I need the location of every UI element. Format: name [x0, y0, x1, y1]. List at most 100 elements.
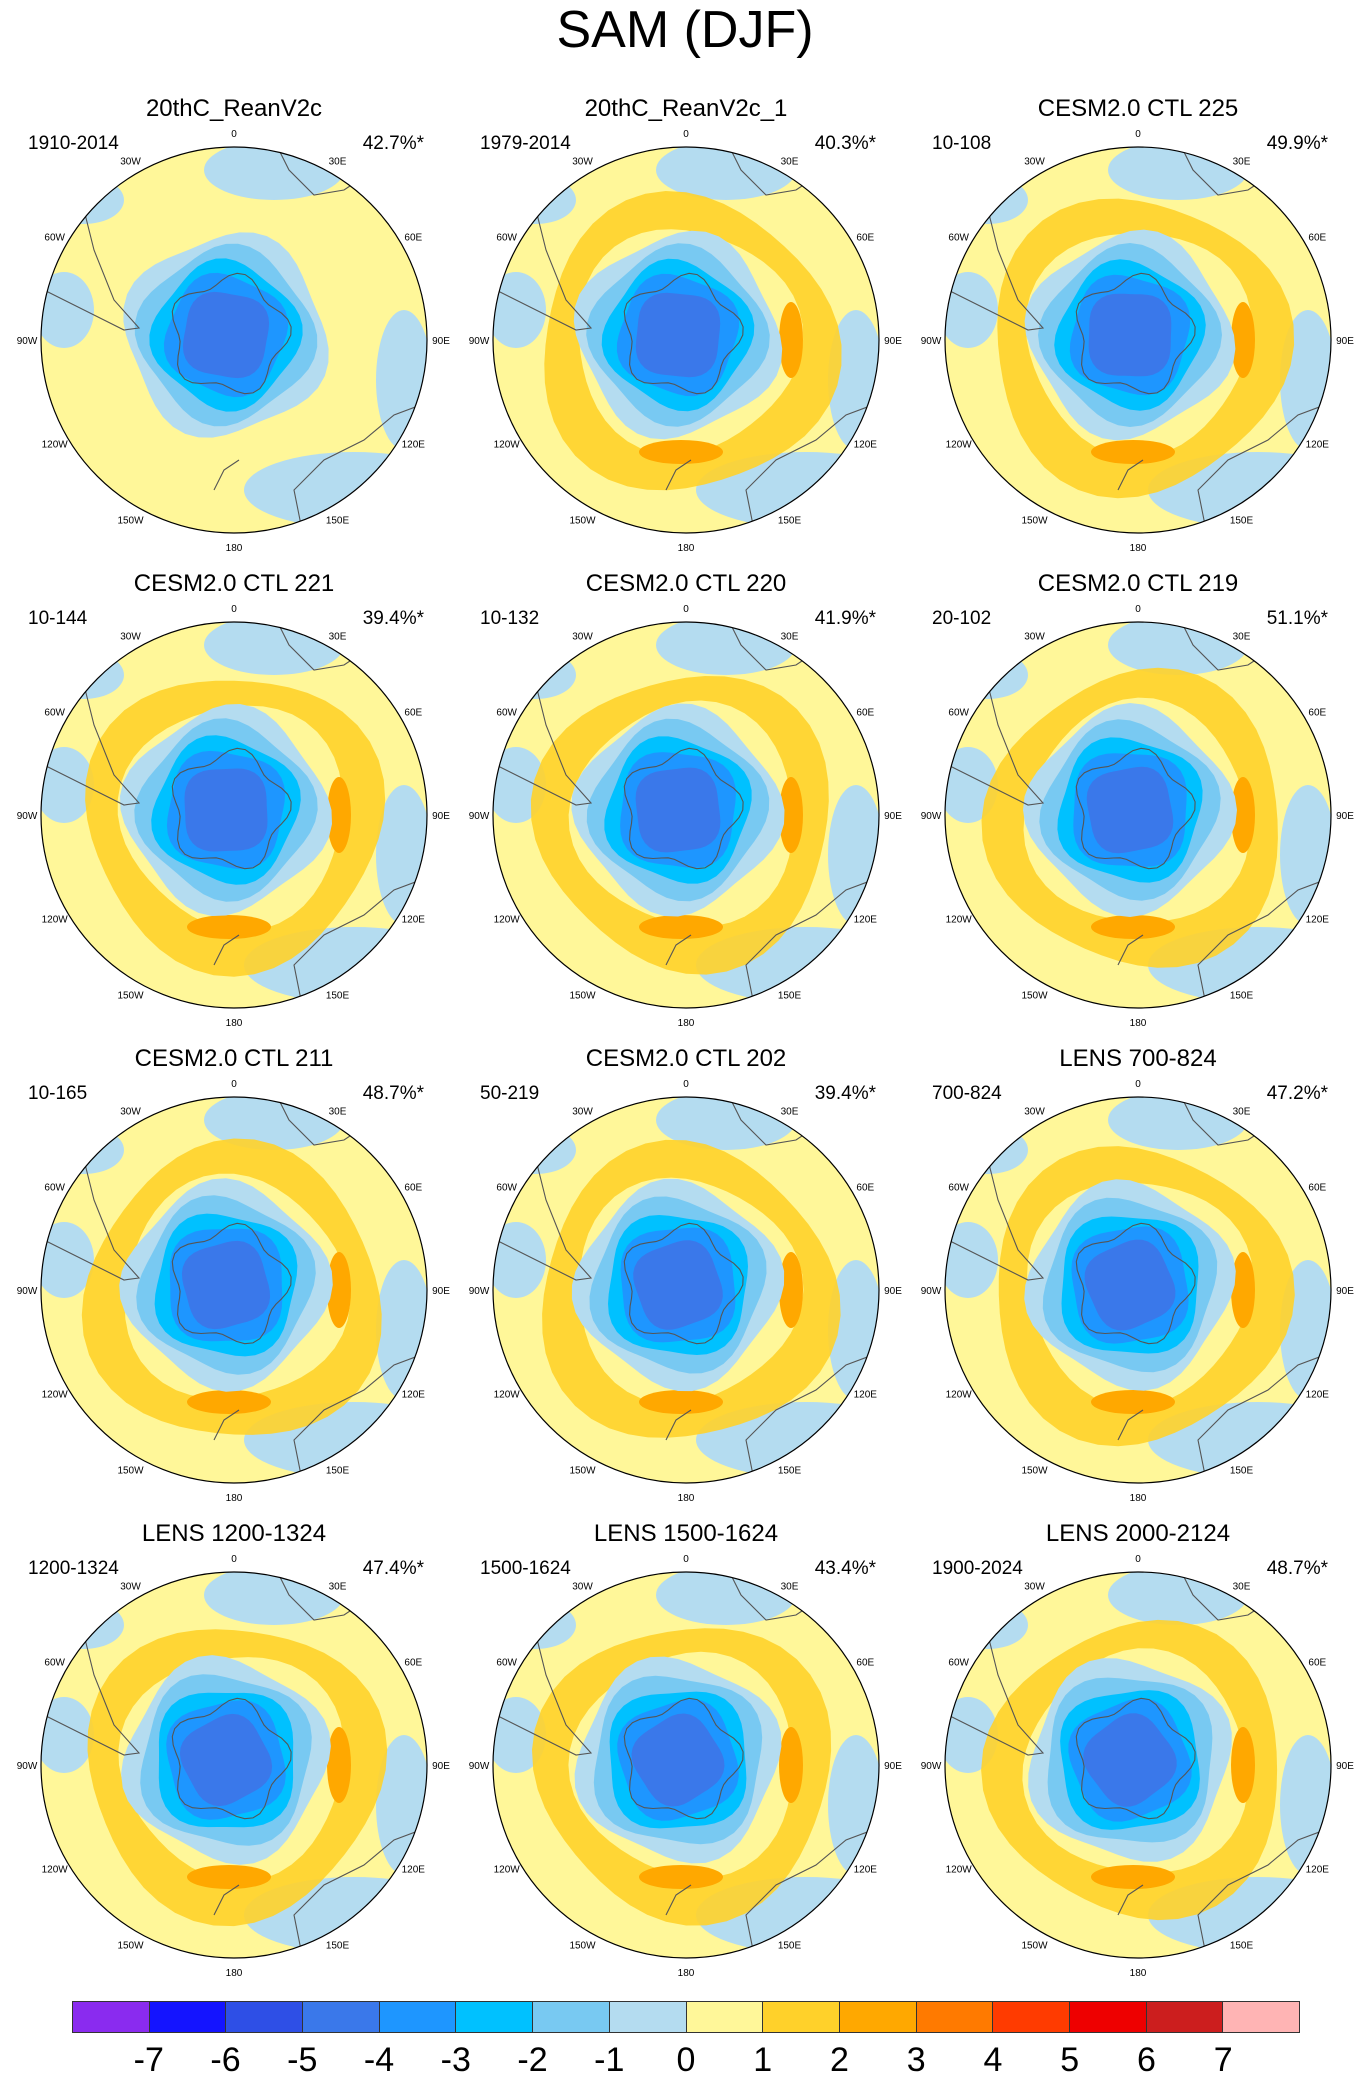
map-border	[40, 621, 428, 1009]
positive-anomaly-max	[1091, 440, 1175, 464]
panel-percent: 47.2%*	[1266, 1083, 1328, 1104]
colorbar-box	[839, 2002, 917, 2032]
negative-anomaly-patch	[945, 747, 998, 823]
new-zealand-coastline	[213, 934, 240, 966]
panel-title: CESM2.0 CTL 202	[585, 1045, 787, 1072]
panel-period: 1900-2024	[932, 1558, 1023, 1579]
panel-period: 700-824	[932, 1083, 1002, 1104]
longitude-label: 30W	[120, 1107, 141, 1118]
longitude-label: 60W	[948, 708, 969, 719]
positive-anomaly-max	[327, 777, 351, 853]
negative-anomaly-patch	[41, 1222, 94, 1298]
panel-period: 1979-2014	[480, 133, 571, 154]
negative-anomaly-patch	[496, 176, 576, 224]
new-zealand-coastline	[665, 1884, 692, 1916]
negative-anomaly-patch	[1280, 1735, 1331, 1875]
colorbar-box	[303, 2002, 380, 2032]
longitude-label: 150W	[569, 990, 596, 1001]
longitude-label: 30E	[1233, 632, 1251, 643]
australia-coastline	[1197, 874, 1331, 1008]
polar-map: 0 30E 60E 90E 120E 150E 180 150W 120W 90W 60W 30W	[921, 1554, 1355, 1979]
longitude-label: 90E	[884, 1286, 902, 1297]
longitude-label: 60E	[404, 708, 422, 719]
longitude-label: 30E	[329, 632, 347, 643]
longitude-label: 150W	[569, 515, 596, 526]
map-panel: 0 30E 60E 90E 120E 150E 180 150W 120W 90W 60W 30W CE…	[466, 1045, 906, 1515]
longitude-label: 120W	[494, 1865, 521, 1876]
longitude-label: 30W	[120, 632, 141, 643]
panel-title: CESM2.0 CTL 219	[1037, 570, 1239, 597]
new-zealand-coastline	[1117, 459, 1144, 491]
longitude-label: 30W	[1024, 632, 1045, 643]
longitude-label: 180	[1130, 1018, 1147, 1029]
colorbar-label: -4	[363, 2041, 395, 2079]
australia-coastline	[745, 1824, 879, 1958]
negative-anomaly-patch	[496, 651, 576, 699]
colorbar-label: -2	[517, 2041, 548, 2079]
negative-anomaly-patch	[44, 1601, 124, 1649]
colorbar-label: 5	[1060, 2041, 1080, 2079]
longitude-label: 150W	[117, 515, 144, 526]
colorbar	[72, 2001, 1300, 2033]
antarctica-coastline	[1075, 1222, 1196, 1345]
longitude-label: 120W	[946, 1865, 973, 1876]
panel-title: CESM2.0 CTL 225	[1037, 95, 1239, 122]
map-panel: 0 30E 60E 90E 120E 150E 180 150W 120W 90W 60W 30W CE…	[14, 570, 454, 1040]
longitude-label: 120E	[1306, 440, 1330, 451]
longitude-label: 90W	[921, 336, 942, 347]
panel-percent: 48.7%*	[362, 1083, 424, 1104]
negative-anomaly-level	[633, 1240, 723, 1330]
panel-title: CESM2.0 CTL 221	[133, 570, 335, 597]
negative-anomaly-patch	[41, 272, 94, 348]
polar-map: 0 30E 60E 90E 120E 150E 180 150W 120W 90W 60W 30W	[17, 129, 451, 554]
negative-anomaly-patch	[496, 1126, 576, 1174]
longitude-label: 30W	[572, 157, 593, 168]
longitude-label: 30E	[1233, 157, 1251, 168]
antarctica-coastline	[1075, 747, 1196, 870]
panel-period: 1500-1624	[480, 1558, 571, 1579]
longitude-label: 150E	[326, 990, 350, 1001]
longitude-label: 120W	[946, 1390, 973, 1401]
longitude-label: 90E	[432, 1286, 450, 1297]
australia-coastline	[1197, 399, 1331, 533]
longitude-label: 120E	[1306, 915, 1330, 926]
antarctica-coastline	[171, 1697, 292, 1820]
colorbar-label: 0	[676, 2041, 696, 2079]
colorbar-box	[993, 2002, 1070, 2032]
negative-anomaly-level	[179, 1713, 273, 1807]
longitude-label: 150W	[117, 1940, 144, 1951]
longitude-label: 90W	[921, 1286, 942, 1297]
negative-anomaly-patch	[204, 1572, 344, 1625]
negative-anomaly-patch	[376, 1260, 427, 1400]
antarctica-coastline	[1075, 272, 1196, 395]
positive-anomaly-max	[779, 302, 803, 378]
australia-coastline	[745, 1349, 879, 1483]
new-zealand-coastline	[1117, 934, 1144, 966]
positive-anomaly-max	[187, 915, 271, 939]
longitude-label: 30E	[781, 1582, 799, 1593]
longitude-label: 90E	[432, 336, 450, 347]
longitude-label: 90W	[469, 811, 490, 822]
colorbar-label: -7	[133, 2041, 164, 2079]
panel-period: 10-144	[28, 608, 88, 629]
panel-percent: 40.3%*	[814, 133, 876, 154]
polar-map: 0 30E 60E 90E 120E 150E 180 150W 120W 90W 60W 30W	[921, 129, 1355, 554]
negative-anomaly-patch	[1108, 1572, 1248, 1625]
australia-coastline	[745, 874, 879, 1008]
panel-percent: 47.4%*	[362, 1558, 424, 1579]
negative-anomaly-patch	[656, 147, 796, 200]
antarctica-coastline	[623, 1697, 744, 1820]
negative-anomaly-patch	[1108, 622, 1248, 675]
colorbar-label: -1	[594, 2041, 625, 2079]
longitude-label: 30E	[329, 1107, 347, 1118]
longitude-label: 150E	[326, 1940, 350, 1951]
negative-anomaly-patch	[656, 622, 796, 675]
negative-anomaly-patch	[948, 651, 1028, 699]
longitude-label: 150W	[1021, 1940, 1048, 1951]
longitude-label: 180	[678, 1493, 695, 1504]
longitude-label: 30W	[1024, 157, 1045, 168]
panel-percent: 49.9%*	[1266, 133, 1328, 154]
colorbar-label: 4	[983, 2041, 1003, 2079]
australia-coastline	[745, 399, 879, 533]
negative-anomaly-level	[1084, 1239, 1176, 1331]
